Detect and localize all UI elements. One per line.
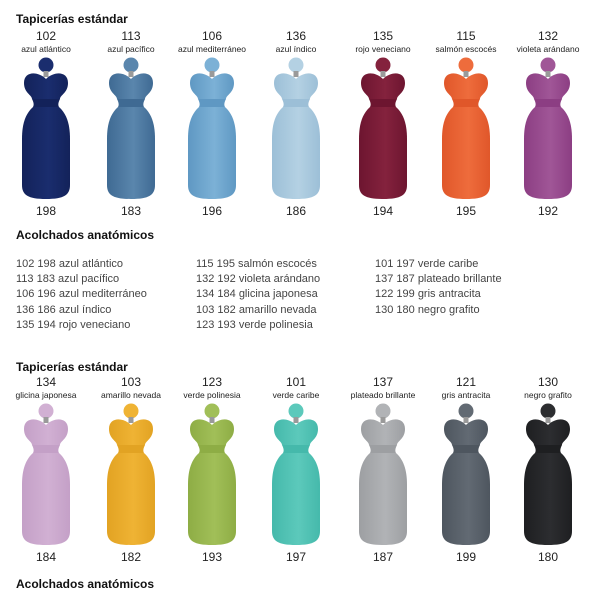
- cushion-swatch: [188, 403, 236, 545]
- cushion-swatch: [524, 57, 572, 199]
- swatch-cushion-code: 184: [35, 550, 57, 564]
- color-swatch: 136 azul índico 186: [251, 30, 341, 218]
- swatch-cushion-code: 183: [120, 204, 142, 218]
- legend-column-2: 115 195 salmón escocés 132 192 violeta ar…: [196, 257, 320, 333]
- swatch-code: 101: [285, 375, 307, 389]
- swatch-cushion-code: 196: [201, 204, 223, 218]
- legend-item: 132 192 violeta arándano: [196, 273, 321, 286]
- cushion-swatch: [359, 57, 407, 199]
- cushion-swatch: [442, 57, 490, 199]
- legend-item: 130 180 negro grafito: [375, 303, 480, 316]
- color-swatch: 102 azul atlántico 198: [1, 30, 91, 218]
- swatch-cushion-code: 195: [455, 204, 477, 218]
- swatch-cushion-code: 182: [120, 550, 142, 564]
- swatch-name: azul pacífico: [107, 44, 155, 54]
- swatch-code: 113: [121, 29, 141, 43]
- swatch-code: 102: [35, 29, 57, 43]
- color-swatch: 123 verde polinesia 193: [167, 376, 257, 564]
- swatch-name: verde caribe: [272, 390, 320, 400]
- swatch-code: 130: [537, 375, 559, 389]
- legend-item: 106 196 azul mediterráneo: [16, 288, 147, 301]
- swatch-code: 123: [201, 375, 223, 389]
- cushion-swatch: [359, 403, 407, 545]
- cushion-swatch: [107, 403, 155, 545]
- color-swatch: 132 violeta arándano 192: [503, 30, 593, 218]
- legend-item: 137 187 plateado brillante: [375, 273, 502, 286]
- section2-subheading: Acolchados anatómicos: [16, 577, 155, 591]
- legend-item: 113 183 azul pacífico: [16, 273, 120, 286]
- swatch-name: azul atlántico: [21, 44, 71, 54]
- swatch-code: 135: [372, 29, 394, 43]
- swatch-name: gris antracita: [441, 390, 491, 400]
- swatch-name: rojo veneciano: [355, 44, 411, 54]
- swatch-code: 137: [372, 375, 394, 389]
- swatch-cushion-code: 180: [537, 550, 559, 564]
- color-swatch: 130 negro grafito 180: [503, 376, 593, 564]
- swatch-code: 136: [285, 29, 307, 43]
- legend-item: 135 194 rojo veneciano: [16, 318, 131, 331]
- swatch-name: azul índico: [275, 44, 317, 54]
- legend-item: 102 198 azul atlántico: [16, 258, 124, 270]
- swatch-code: 115: [456, 29, 476, 43]
- color-swatch: 137 plateado brillante 187: [338, 376, 428, 564]
- color-swatch: 115 salmón escocés 195: [421, 30, 511, 218]
- swatch-code: 121: [455, 375, 477, 389]
- swatch-cushion-code: 197: [285, 550, 307, 564]
- swatch-name: azul mediterráneo: [177, 44, 247, 54]
- color-swatch: 135 rojo veneciano 194: [338, 30, 428, 218]
- color-swatch: 113 azul pacífico 183: [86, 30, 176, 218]
- cushion-swatch: [442, 403, 490, 545]
- cushion-swatch: [272, 403, 320, 545]
- swatch-cushion-code: 198: [35, 204, 57, 218]
- swatch-name: negro grafito: [524, 390, 572, 400]
- swatch-name: violeta arándano: [516, 44, 580, 54]
- swatch-cushion-code: 192: [537, 204, 559, 218]
- legend-item: 136 186 azul índico: [16, 303, 112, 316]
- color-swatch: 134 glicina japonesa 184: [1, 376, 91, 564]
- color-swatch: 101 verde caribe 197: [251, 376, 341, 564]
- swatch-name: glicina japonesa: [15, 390, 77, 400]
- legend-item: 122 199 gris antracita: [375, 288, 481, 301]
- cushion-swatch: [22, 403, 70, 545]
- section2-heading: Tapicerías estándar: [16, 360, 128, 374]
- legend-item: 103 182 amarillo nevada: [196, 303, 317, 316]
- swatch-name: salmón escocés: [435, 44, 497, 54]
- legend-item: 134 184 glicina japonesa: [196, 288, 318, 301]
- swatch-code: 103: [120, 375, 142, 389]
- swatch-cushion-code: 193: [201, 550, 223, 564]
- swatch-name: amarillo nevada: [100, 390, 161, 400]
- swatch-code: 106: [201, 29, 223, 43]
- swatch-cushion-code: 194: [372, 204, 394, 218]
- swatch-code: 132: [537, 29, 559, 43]
- cushion-swatch: [188, 57, 236, 199]
- cushion-swatch: [107, 57, 155, 199]
- legend-column-3: 101 197 verde caribe 137 187 plateado bri…: [375, 257, 502, 318]
- section1-subheading: Acolchados anatómicos: [16, 228, 155, 242]
- section1-heading: Tapicerías estándar: [16, 12, 128, 26]
- swatch-name: verde polinesia: [183, 390, 241, 400]
- swatch-code: 134: [35, 375, 57, 389]
- legend-item: 123 193 verde polinesia: [196, 318, 313, 331]
- swatch-cushion-code: 186: [285, 204, 307, 218]
- legend-item: 101 197 verde caribe: [375, 258, 479, 270]
- swatch-name: plateado brillante: [350, 390, 416, 400]
- color-swatch: 103 amarillo nevada 182: [86, 376, 176, 564]
- color-swatch: 106 azul mediterráneo 196: [167, 30, 257, 218]
- legend-item: 115 195 salmón escocés: [196, 258, 317, 270]
- swatch-cushion-code: 187: [372, 550, 394, 564]
- cushion-swatch: [272, 57, 320, 199]
- legend-column-1: 102 198 azul atlántico 113 183 azul pacíf…: [16, 257, 147, 333]
- color-swatch: 121 gris antracita 199: [421, 376, 511, 564]
- swatch-cushion-code: 199: [455, 550, 477, 564]
- cushion-swatch: [22, 57, 70, 199]
- cushion-swatch: [524, 403, 572, 545]
